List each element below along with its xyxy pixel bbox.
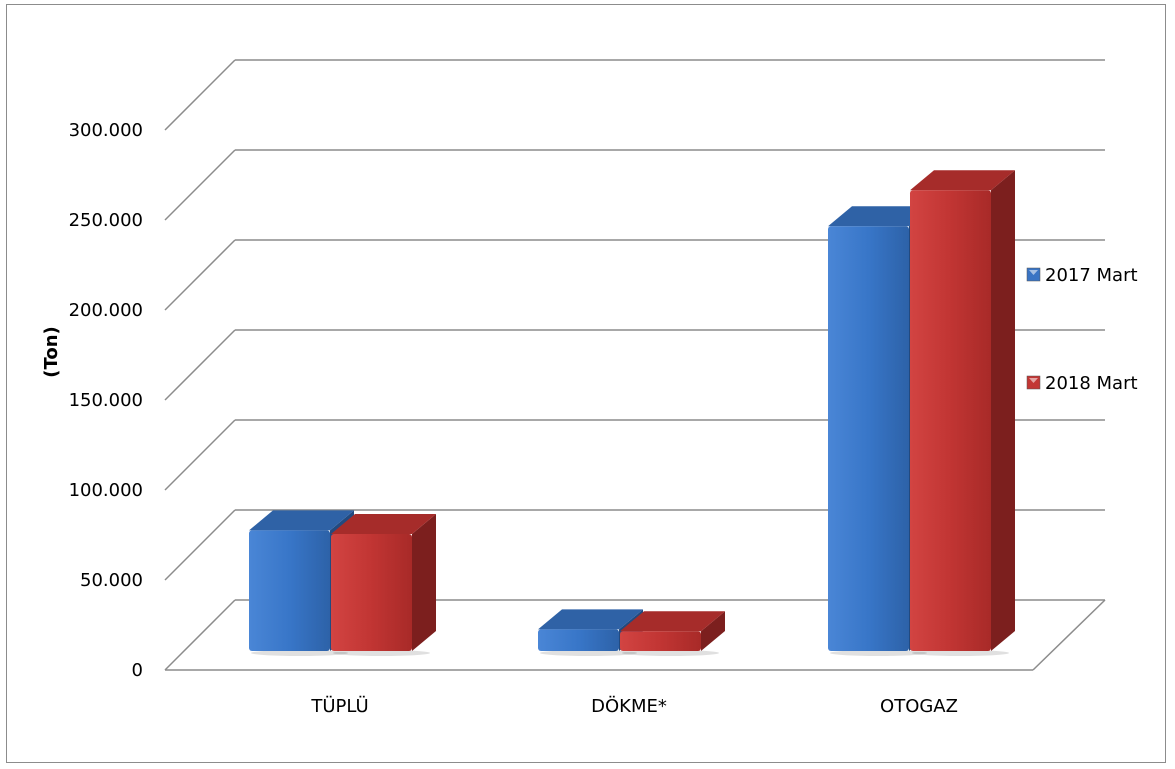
grid-line-oblique (164, 239, 236, 311)
bar-front (538, 629, 619, 651)
category-labels: TÜPLÜ DÖKME* OTOGAZ (310, 695, 958, 717)
legend-item: 2018 Mart (1026, 373, 1138, 394)
category-label: OTOGAZ (880, 696, 958, 717)
bar-top (331, 514, 436, 534)
y-tick-label: 50.000 (80, 570, 143, 591)
category-label: DÖKME* (591, 695, 667, 717)
legend-item: 2017 Mart (1026, 265, 1138, 286)
y-tick-label: 250.000 (69, 210, 143, 231)
bar (620, 611, 725, 656)
y-tick-label: 100.000 (69, 480, 143, 501)
chart-frame (6, 4, 1166, 763)
bar-top (249, 510, 354, 531)
y-tick-label: 150.000 (69, 390, 143, 411)
bar-shadow (333, 650, 430, 656)
y-tick-label: 300.000 (69, 120, 143, 141)
bar-shadow (251, 650, 348, 656)
bar-top (910, 170, 1015, 191)
bar-shadow (540, 650, 637, 656)
y-axis-label: (Ton) (41, 326, 62, 378)
legend-swatch-highlight (1029, 270, 1038, 275)
grid-line-oblique (164, 509, 236, 581)
legend-swatch-highlight (1029, 378, 1038, 383)
grid-line-oblique (164, 329, 236, 401)
bar-side (991, 170, 1015, 651)
legend-label: 2018 Mart (1045, 373, 1138, 394)
y-tick-label: 200.000 (69, 300, 143, 321)
bar-top (620, 611, 725, 632)
grid-line-oblique (164, 599, 236, 671)
y-tick-labels: 0 50.000 100.000 150.000 200.000 250.000 300.0… (69, 120, 143, 681)
bar-front (249, 530, 330, 651)
grid-line-oblique (164, 149, 236, 221)
legend-label: 2017 Mart (1045, 265, 1138, 286)
category-label: TÜPLÜ (310, 695, 368, 717)
bar-front (620, 631, 701, 651)
bar-side (701, 611, 725, 651)
bar-top (828, 206, 933, 227)
legend: 2017 Mart 2018 Mart (1026, 265, 1138, 394)
grid-line-oblique (164, 419, 236, 491)
bars (249, 170, 1015, 656)
grid-line-oblique (164, 59, 236, 131)
bar-front (910, 190, 991, 651)
bar-front (828, 226, 909, 651)
bar-front (331, 534, 412, 651)
floor-right-edge (1032, 599, 1106, 671)
y-tick-label: 0 (132, 660, 143, 681)
bar-shadow (622, 650, 719, 656)
bar-side (412, 514, 436, 651)
bar (910, 170, 1015, 656)
bar-shadow (912, 650, 1009, 656)
bar-top (538, 609, 643, 630)
bar (331, 514, 436, 656)
bar-shadow (830, 650, 927, 656)
